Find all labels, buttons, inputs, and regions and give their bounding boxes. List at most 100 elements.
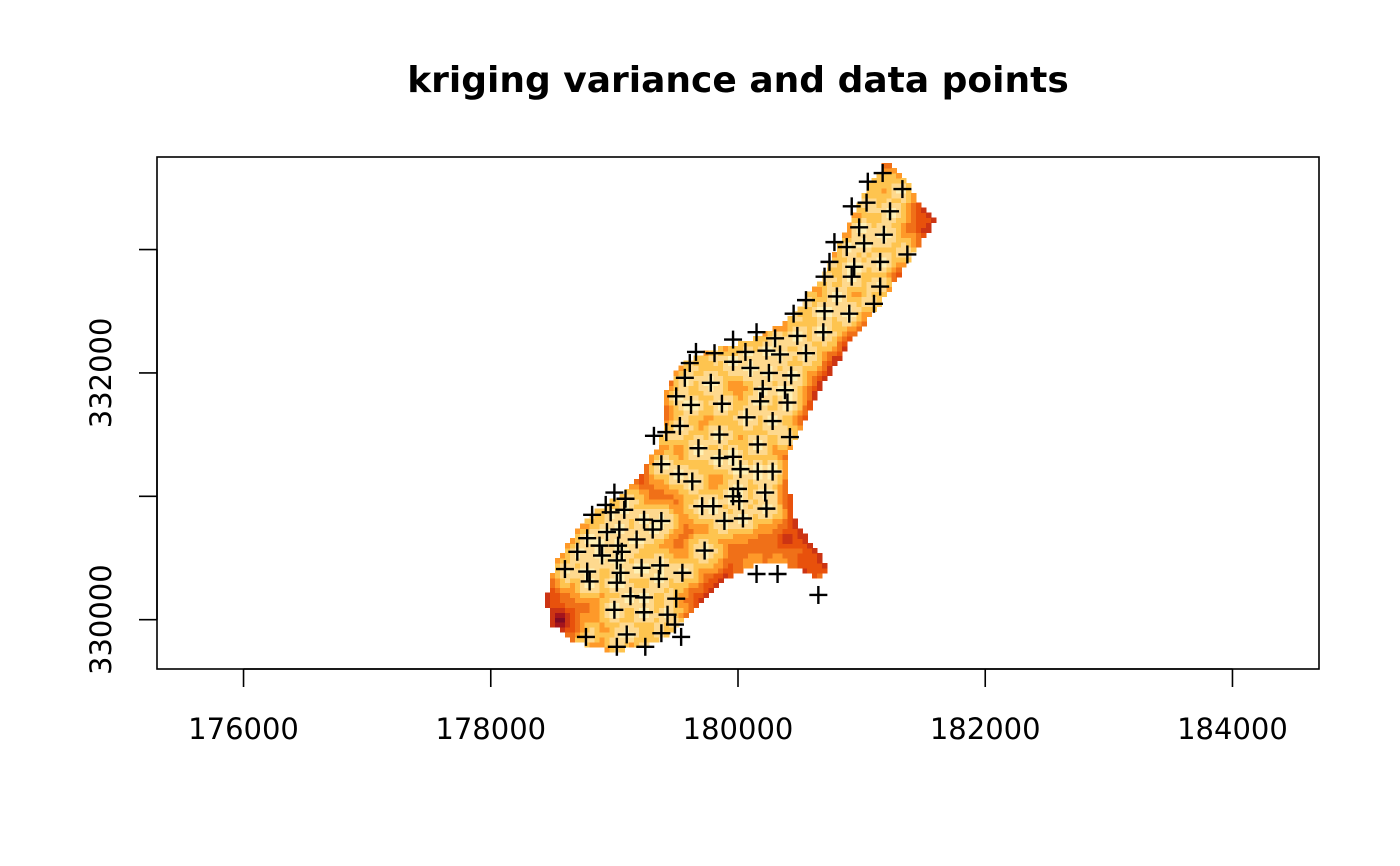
variance-cell [747, 429, 754, 436]
variance-cell [698, 459, 704, 465]
variance-cell [767, 493, 774, 500]
variance-cell [668, 562, 675, 569]
variance-cell [777, 395, 784, 401]
variance-cell [698, 592, 704, 599]
variance-cell [728, 409, 734, 416]
variance-cell [876, 202, 882, 209]
data-point-marker [809, 585, 828, 604]
variance-cell [619, 572, 625, 579]
variance-cell [782, 321, 789, 327]
variance-cell [609, 617, 615, 623]
variance-cell [851, 247, 858, 253]
data-point-marker [652, 455, 671, 474]
variance-cell [777, 419, 784, 426]
variance-cell [752, 444, 759, 450]
variance-cell [901, 207, 907, 214]
variance-cell [569, 592, 576, 599]
variance-cell [614, 513, 620, 520]
variance-cell [896, 173, 902, 179]
data-point-marker [780, 428, 799, 447]
variance-cell [653, 597, 660, 603]
variance-cell [911, 192, 917, 199]
variance-cell [841, 232, 848, 238]
variance-cell [728, 572, 734, 579]
variance-cell [797, 400, 803, 406]
variance-cell [658, 479, 665, 485]
variance-cell [747, 483, 754, 490]
variance-cell [614, 622, 620, 628]
variance-cell [782, 464, 789, 470]
variance-cell [757, 459, 764, 465]
variance-cell [604, 567, 611, 574]
variance-cell [634, 508, 640, 515]
variance-cell [663, 543, 670, 549]
variance-cell [738, 553, 744, 559]
data-point-marker [874, 225, 893, 244]
variance-cell [871, 242, 878, 248]
variance-cell [812, 370, 818, 376]
variance-cell [891, 173, 897, 179]
variance-cell [693, 365, 700, 372]
variance-cell [846, 266, 853, 273]
variance-cell [836, 291, 843, 298]
variance-cell [678, 479, 685, 485]
variance-cell [698, 464, 704, 470]
variance-cell [639, 587, 645, 594]
variance-cell [752, 454, 759, 460]
variance-cell [693, 597, 700, 603]
variance-cell [644, 493, 650, 500]
variance-cell [747, 513, 754, 520]
variance-cell [866, 242, 873, 248]
variance-cell [782, 553, 789, 559]
variance-cell [629, 622, 635, 628]
variance-cell [738, 409, 744, 416]
variance-cell [742, 375, 749, 381]
variance-cell [688, 419, 695, 426]
variance-cell [703, 533, 709, 539]
variance-cell [599, 597, 606, 603]
variance-cell [589, 572, 596, 579]
variance-cell [841, 306, 848, 312]
variance-cell [693, 434, 700, 441]
variance-cell [673, 572, 680, 579]
variance-cell [787, 548, 793, 554]
variance-cell [668, 419, 675, 426]
variance-cell [555, 592, 561, 599]
variance-cell [881, 281, 887, 288]
variance-cell [703, 459, 709, 465]
variance-cell [906, 242, 912, 248]
variance-cell [797, 365, 803, 372]
variance-cell [723, 444, 729, 450]
variance-cell [668, 488, 675, 495]
variance-cell [703, 538, 709, 544]
variance-cell [733, 469, 739, 475]
variance-cell [891, 217, 897, 223]
variance-cell [678, 385, 685, 391]
variance-cell [901, 187, 907, 194]
variance-cell [930, 217, 937, 223]
variance-cell [807, 385, 813, 391]
data-point-marker [583, 505, 602, 524]
variance-cell [762, 380, 769, 386]
variance-cell [782, 360, 789, 367]
variance-cell [742, 523, 749, 529]
variance-cell [629, 607, 635, 613]
variance-cell [787, 508, 793, 515]
variance-cell [644, 597, 650, 603]
data-point-marker [756, 483, 775, 502]
variance-cell [708, 523, 714, 529]
variance-cell [846, 232, 853, 238]
variance-cell [728, 395, 734, 401]
variance-cell [777, 385, 784, 391]
variance-cell [733, 419, 739, 426]
variance-cell [678, 474, 685, 480]
variance-cell [861, 276, 868, 283]
variance-cell [738, 380, 744, 386]
variance-cell [673, 617, 680, 623]
variance-cell [698, 582, 704, 589]
variance-cell [738, 479, 744, 485]
variance-cell [792, 538, 798, 544]
variance-cell [856, 242, 863, 248]
variance-cell [747, 508, 754, 515]
